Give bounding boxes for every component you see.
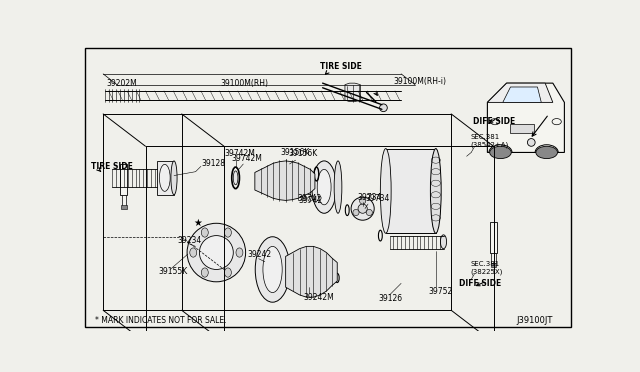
Text: 39155K: 39155K (159, 267, 188, 276)
Circle shape (366, 209, 372, 216)
Ellipse shape (312, 161, 337, 213)
Ellipse shape (225, 228, 232, 237)
Bar (122, 195, 126, 206)
Text: 39742: 39742 (297, 194, 321, 203)
Bar (492, 253, 495, 263)
Ellipse shape (234, 171, 238, 185)
Text: J39100JT: J39100JT (516, 316, 553, 325)
Text: * MARK INDICATES NOT FOR SALE.: * MARK INDICATES NOT FOR SALE. (95, 316, 227, 325)
Text: 39156K: 39156K (280, 148, 310, 157)
Bar (490, 222, 497, 253)
Text: TIRE SIDE: TIRE SIDE (91, 162, 132, 171)
Ellipse shape (334, 161, 342, 213)
Text: 39156K: 39156K (288, 150, 317, 158)
Text: 39242M: 39242M (303, 293, 334, 302)
Polygon shape (255, 161, 315, 201)
Circle shape (187, 223, 246, 282)
Circle shape (358, 204, 367, 213)
Text: 39242: 39242 (247, 250, 271, 259)
Text: DIFF SIDE: DIFF SIDE (473, 117, 515, 126)
Polygon shape (285, 246, 337, 297)
Polygon shape (488, 83, 553, 102)
Ellipse shape (536, 146, 557, 158)
Bar (511, 124, 534, 133)
Text: 39742M: 39742M (232, 154, 262, 163)
Circle shape (380, 104, 387, 112)
Text: 39126: 39126 (378, 294, 402, 303)
Ellipse shape (380, 148, 391, 233)
Ellipse shape (440, 235, 447, 249)
Polygon shape (488, 83, 564, 153)
Ellipse shape (255, 237, 290, 302)
Circle shape (527, 139, 535, 146)
Ellipse shape (202, 228, 208, 237)
Text: 39742: 39742 (299, 196, 323, 205)
Ellipse shape (552, 119, 561, 125)
Circle shape (200, 235, 234, 269)
Text: SEC.381: SEC.381 (470, 134, 500, 140)
Text: TIRE SIDE: TIRE SIDE (320, 62, 362, 71)
Text: 39202M: 39202M (106, 78, 137, 88)
Text: 39734: 39734 (357, 193, 381, 202)
Polygon shape (345, 83, 360, 102)
Ellipse shape (190, 248, 196, 257)
Ellipse shape (490, 146, 511, 158)
Bar (386, 148, 436, 233)
Text: 39742M: 39742M (224, 150, 255, 158)
Text: 39100M(RH): 39100M(RH) (220, 78, 268, 88)
Bar (491, 263, 497, 267)
Circle shape (353, 209, 359, 216)
Bar (120, 164, 127, 195)
Ellipse shape (202, 268, 208, 277)
Bar (121, 205, 127, 209)
Text: 39100M(RH-i): 39100M(RH-i) (394, 77, 447, 86)
Text: 39734: 39734 (365, 194, 389, 203)
Ellipse shape (236, 248, 243, 257)
Circle shape (351, 197, 374, 220)
Ellipse shape (225, 268, 232, 277)
Text: (38542+A): (38542+A) (470, 141, 509, 148)
Bar (157, 161, 174, 195)
Text: ★: ★ (193, 218, 202, 228)
Text: 39128: 39128 (201, 160, 225, 169)
Ellipse shape (171, 161, 177, 195)
Text: (38225X): (38225X) (470, 269, 503, 275)
Ellipse shape (159, 164, 170, 191)
Text: 39752: 39752 (428, 286, 452, 295)
Polygon shape (503, 87, 541, 102)
Text: 39234: 39234 (178, 237, 202, 246)
Text: DIFF SIDE: DIFF SIDE (459, 279, 501, 288)
Ellipse shape (490, 119, 500, 125)
Ellipse shape (263, 246, 282, 293)
Ellipse shape (431, 148, 441, 233)
Text: SEC.381: SEC.381 (470, 261, 500, 267)
Ellipse shape (317, 169, 331, 205)
Circle shape (360, 198, 365, 204)
